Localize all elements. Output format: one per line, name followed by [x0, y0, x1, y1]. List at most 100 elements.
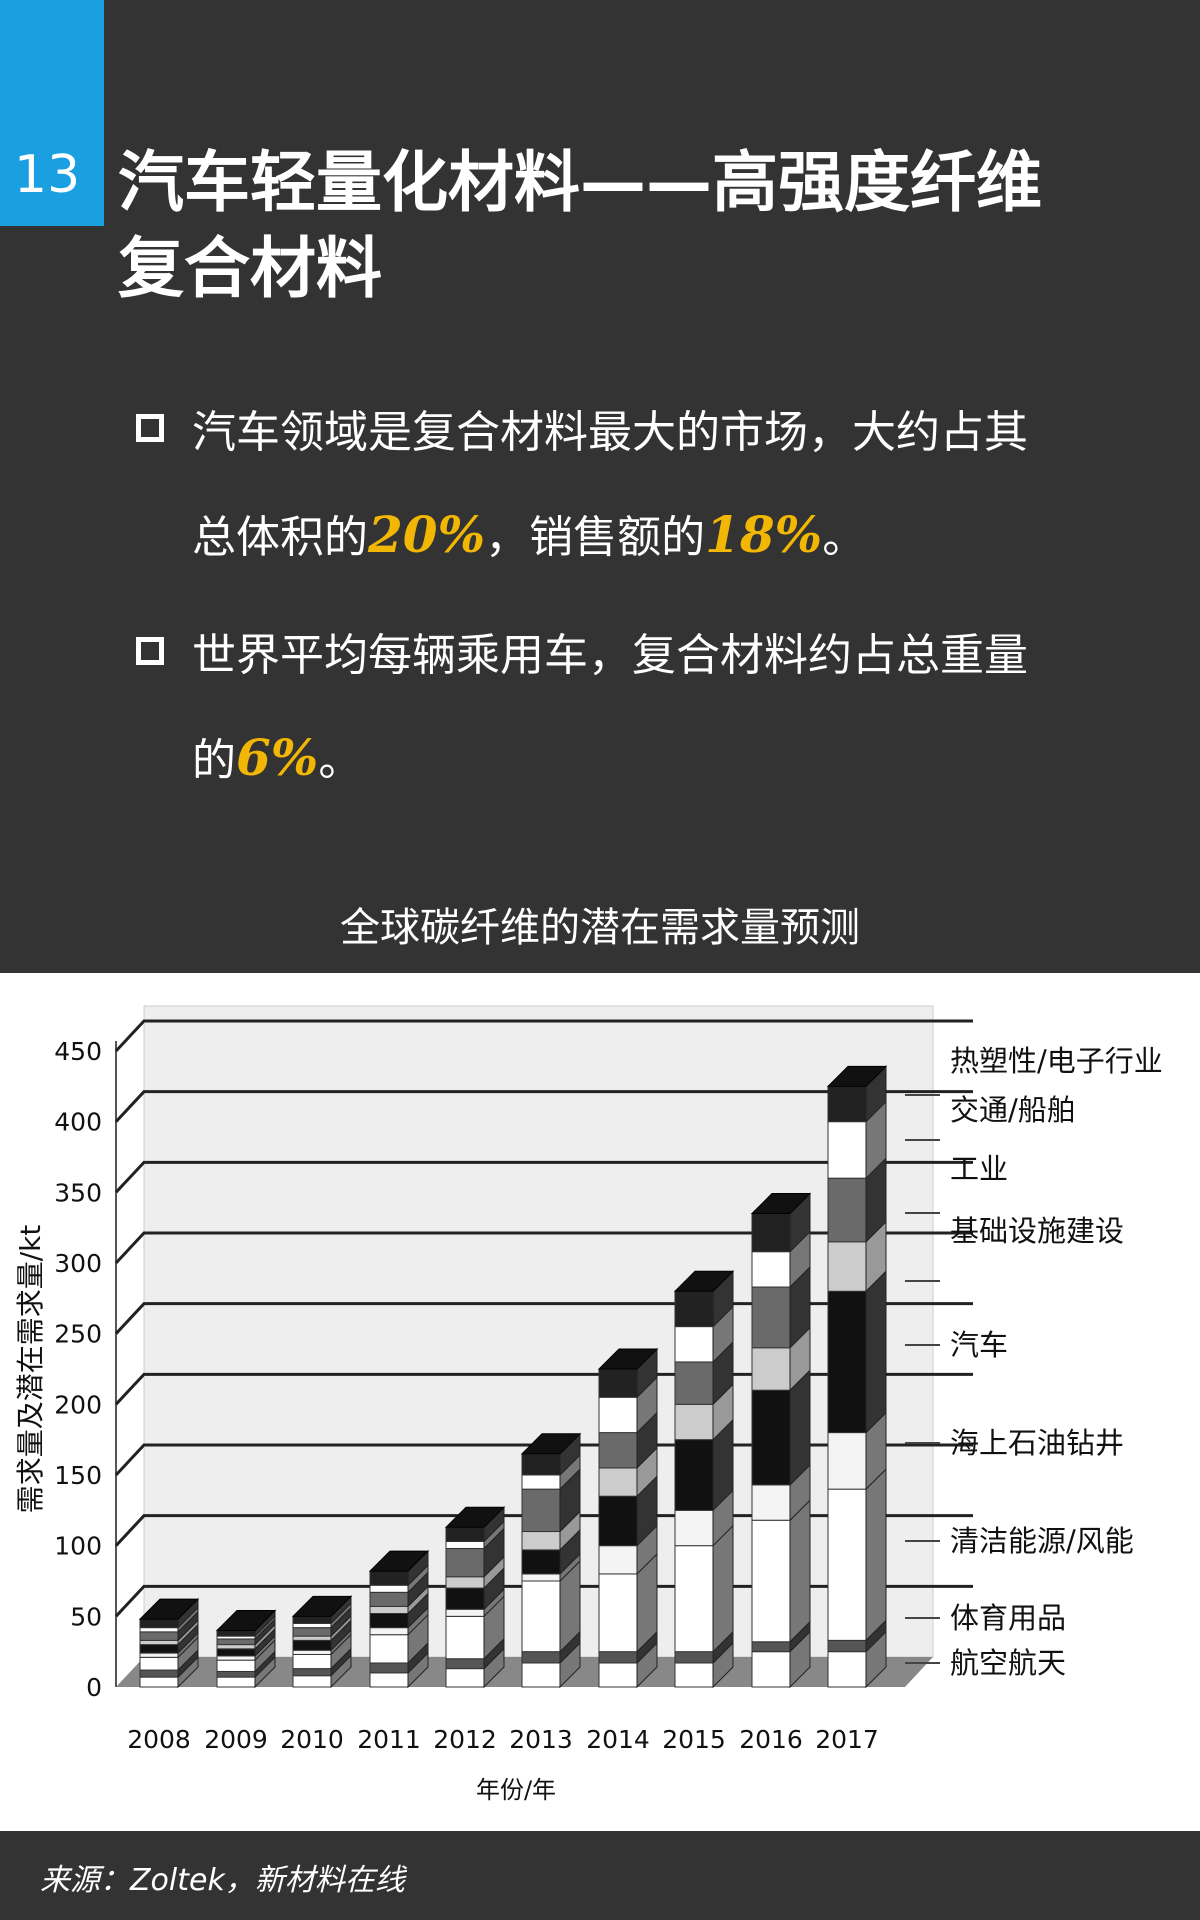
- bar-segment: [369, 1613, 409, 1629]
- bar-segment: [598, 1467, 638, 1497]
- y-tick-label: 150: [54, 1461, 102, 1490]
- x-tick-label: 2011: [357, 1725, 421, 1754]
- source-text: 来源：Zoltek，新材料在线: [40, 1863, 405, 1898]
- bar-segment-side: [712, 1524, 734, 1653]
- bar-segment: [369, 1570, 409, 1586]
- bar-segment: [292, 1639, 332, 1651]
- bar-top: [750, 1193, 812, 1215]
- bar-segment: [521, 1651, 561, 1664]
- bar-segment: [827, 1651, 867, 1688]
- x-tick-label: 2017: [815, 1725, 879, 1754]
- bar-segment-side: [865, 1467, 887, 1642]
- bar-segment: [751, 1651, 791, 1688]
- bar-segment: [521, 1580, 561, 1653]
- bar-top: [215, 1609, 277, 1631]
- bar-segment: [521, 1573, 561, 1582]
- legend-label: 体育用品: [950, 1601, 1066, 1635]
- y-tick-label: 250: [54, 1320, 102, 1349]
- stacked-bar-chart: 0 50 100 150 200 250 300 350 400 450 2008 2009 2010 2…: [14, 1005, 1163, 1804]
- chart-title: 全球碳纤维的潜在需求量预测: [340, 905, 860, 951]
- highlight-value: 20%: [368, 505, 486, 564]
- bar-segment: [598, 1495, 638, 1547]
- bar-segment: [139, 1652, 179, 1658]
- y-tick-label: 400: [54, 1108, 102, 1137]
- bar-top: [444, 1506, 506, 1528]
- bar-segment: [445, 1587, 485, 1610]
- bar-segment: [674, 1403, 714, 1441]
- bar-top: [597, 1348, 659, 1370]
- bar-segment: [445, 1615, 485, 1660]
- bar-segment: [521, 1488, 561, 1533]
- legend-label: 热塑性/电子行业: [950, 1044, 1163, 1078]
- bar-segment: [216, 1659, 256, 1672]
- bar-segment: [827, 1488, 867, 1641]
- bar-segment: [598, 1662, 638, 1688]
- bar-segment: [598, 1651, 638, 1664]
- legend-label: 工业: [950, 1152, 1008, 1186]
- page-number-badge: 13: [0, 0, 104, 226]
- bar-segment: [674, 1509, 714, 1547]
- bar-segment: [827, 1290, 867, 1434]
- bar-segment: [674, 1290, 714, 1328]
- bar-segment: [216, 1655, 256, 1661]
- legend-label: 基础设施建设: [950, 1214, 1124, 1248]
- gridline: [114, 1372, 973, 1406]
- bar-segment: [369, 1627, 409, 1636]
- bar-segment: [598, 1368, 638, 1398]
- x-tick-label: 2014: [586, 1725, 650, 1754]
- bullet-text: 。: [318, 735, 363, 786]
- bar-segment: [216, 1648, 256, 1657]
- bar-segment: [751, 1251, 791, 1288]
- bar-segment: [216, 1644, 256, 1650]
- bar-segment: [521, 1453, 561, 1476]
- bar-segment: [598, 1432, 638, 1469]
- legend-label: 汽车: [950, 1328, 1008, 1362]
- bar-segment: [292, 1615, 332, 1624]
- y-tick-label: 300: [54, 1249, 102, 1278]
- bar-segment: [521, 1531, 561, 1551]
- bar-segment: [827, 1432, 867, 1490]
- bar-segment: [139, 1644, 179, 1654]
- gridline: [114, 1019, 973, 1053]
- bar-segment: [445, 1668, 485, 1688]
- bar-segment: [827, 1639, 867, 1653]
- page-title: 汽车轻量化材料——高强度纤维复合材料: [118, 144, 1042, 307]
- bar-segment: [521, 1474, 561, 1490]
- x-tick-label: 2008: [127, 1725, 191, 1754]
- bar-top: [138, 1598, 200, 1620]
- y-tick-label: 200: [54, 1390, 102, 1419]
- x-tick-label: 2012: [433, 1725, 497, 1754]
- bar-segment: [139, 1639, 179, 1646]
- bar-segment: [521, 1662, 561, 1688]
- checkbox-square-icon: [136, 414, 164, 442]
- bar-segment: [445, 1547, 485, 1578]
- bar-segment: [445, 1608, 485, 1617]
- x-tick-label: 2009: [204, 1725, 268, 1754]
- bar-segment: [369, 1662, 409, 1674]
- bar-top: [826, 1065, 888, 1087]
- bar-top: [368, 1550, 430, 1572]
- highlight-value: 18%: [705, 505, 823, 564]
- bar-segment: [751, 1641, 791, 1653]
- bar-segment: [751, 1213, 791, 1253]
- gridline: [114, 1231, 973, 1265]
- highlight-value: 6%: [236, 728, 319, 787]
- bar-segment: [674, 1439, 714, 1511]
- bullet-1: 汽车领域是复合材料最大的市场，大约占其总体积的20%，销售额的18%。: [136, 382, 1066, 589]
- bar-segment: [369, 1634, 409, 1664]
- bar-segment: [751, 1389, 791, 1486]
- bar-segment: [292, 1653, 332, 1670]
- bar-segment-side: [789, 1499, 811, 1643]
- y-tick-label: 0: [86, 1673, 102, 1702]
- x-tick-label: 2016: [739, 1725, 803, 1754]
- bar-segment: [827, 1121, 867, 1179]
- bar-segment: [674, 1361, 714, 1405]
- bar-segment: [369, 1672, 409, 1688]
- bar-segment: [674, 1545, 714, 1653]
- bar-top: [520, 1433, 582, 1455]
- bullet-text: 。: [822, 512, 867, 563]
- bar-segment: [674, 1662, 714, 1688]
- bar-segment: [139, 1656, 179, 1671]
- bar-segment: [292, 1627, 332, 1637]
- bar-segment: [751, 1519, 791, 1643]
